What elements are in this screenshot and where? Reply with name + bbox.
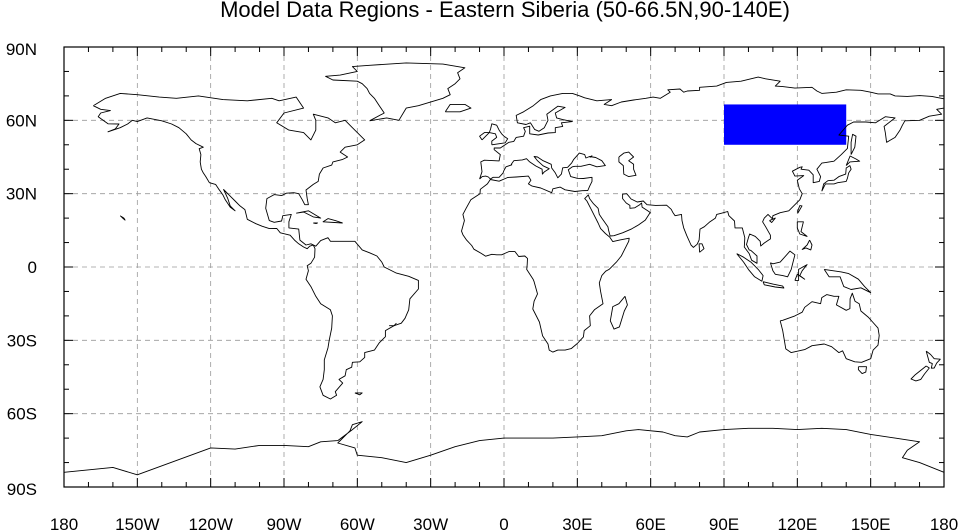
coastline xyxy=(609,296,628,330)
coastline xyxy=(769,217,776,223)
coastline xyxy=(488,123,509,146)
coastline xyxy=(322,218,343,224)
y-tick-label: 60S xyxy=(7,405,37,424)
y-tick-label: 30N xyxy=(6,185,37,204)
y-tick-label: 0 xyxy=(28,258,37,277)
x-tick-label: 180 xyxy=(930,515,958,532)
coastline xyxy=(296,210,322,219)
x-tick-label: 150W xyxy=(115,515,159,532)
coastline xyxy=(444,103,472,113)
x-tick-label: 30E xyxy=(562,515,592,532)
coastline xyxy=(779,292,880,363)
coastline xyxy=(119,215,126,221)
coastline xyxy=(63,421,945,476)
coastline xyxy=(797,205,803,214)
coastline xyxy=(857,366,867,375)
coastline xyxy=(698,243,705,253)
eastern-siberia-region xyxy=(724,104,847,145)
coastline xyxy=(794,264,808,281)
coastline xyxy=(93,92,419,400)
region-layer xyxy=(724,104,847,145)
y-tick-label: 90S xyxy=(7,480,37,499)
coastline xyxy=(389,322,397,327)
coastline xyxy=(845,155,861,166)
coastline xyxy=(354,392,363,396)
x-tick-label: 150E xyxy=(851,515,891,532)
x-tick-label: 60E xyxy=(636,515,666,532)
coastline xyxy=(736,253,764,282)
x-tick-label: 90E xyxy=(709,515,739,532)
x-tick-label: 120E xyxy=(777,515,817,532)
x-tick-label: 180 xyxy=(50,515,78,532)
coastline xyxy=(313,222,318,224)
x-tick-label: 30W xyxy=(413,515,448,532)
coastline xyxy=(796,221,808,237)
y-tick-label: 60N xyxy=(6,111,37,130)
x-tick-label: 60W xyxy=(340,515,375,532)
coastline xyxy=(823,268,872,294)
coastline xyxy=(325,62,466,122)
y-tick-label: 30S xyxy=(7,331,37,350)
coastline xyxy=(479,132,490,141)
map-title: Model Data Regions - Eastern Siberia (50… xyxy=(220,0,790,22)
x-tick-label: 90W xyxy=(267,515,302,532)
coastline xyxy=(925,350,941,369)
coastlines xyxy=(63,62,945,476)
x-tick-label: 120W xyxy=(188,515,232,532)
map-frame xyxy=(63,46,945,488)
coastline xyxy=(769,250,796,278)
coastline xyxy=(762,281,785,289)
y-tick-label: 90N xyxy=(6,40,37,59)
coastline xyxy=(821,165,852,192)
coastline xyxy=(618,151,637,178)
coastline xyxy=(850,133,857,155)
coastline xyxy=(910,365,930,382)
x-tick-label: 0 xyxy=(499,515,508,532)
coastline xyxy=(461,76,945,353)
coastline xyxy=(801,239,813,251)
axis-labels: 180 150W 120W 90W 60W 30W 0 30E 60E 90E 120E 150E 18… xyxy=(6,40,958,532)
coastline xyxy=(589,155,593,158)
